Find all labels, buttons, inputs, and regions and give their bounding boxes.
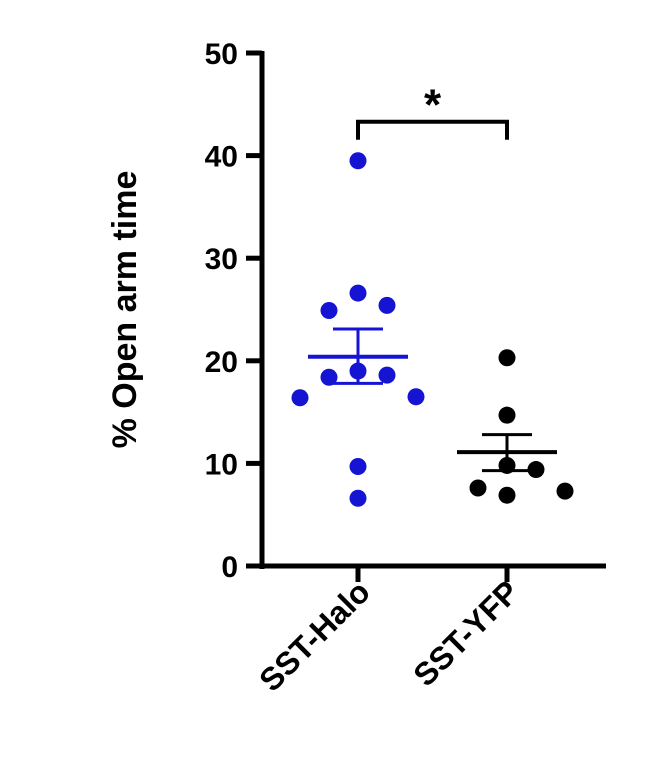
y-tick-label: 0 <box>221 551 238 584</box>
data-point <box>320 302 338 320</box>
significance-label: * <box>424 81 442 130</box>
data-point <box>349 152 367 170</box>
data-point <box>378 296 396 314</box>
significance-bracket <box>356 119 509 140</box>
data-point <box>498 486 516 504</box>
x-category-label: SST-Halo <box>252 573 377 698</box>
data-point <box>349 489 367 507</box>
data-point <box>469 479 487 497</box>
y-tick-label: 40 <box>205 141 238 174</box>
y-tick-label: 20 <box>205 346 238 379</box>
data-point <box>498 349 516 367</box>
data-point <box>378 366 396 384</box>
data-point <box>349 457 367 475</box>
y-tick-label: 50 <box>205 38 238 71</box>
data-point <box>407 388 425 406</box>
data-point <box>349 284 367 302</box>
y-tick-label: 10 <box>205 448 238 481</box>
y-axis-label: % Open arm time <box>106 171 144 449</box>
data-point <box>527 461 545 479</box>
data-point <box>320 368 338 386</box>
data-point <box>556 482 574 500</box>
x-category-label: SST-YFP <box>406 573 526 693</box>
labels: 0 10 20 30 40 50 SST-Halo SST-YFP % Open arm tim… <box>106 38 526 698</box>
axes <box>246 50 606 582</box>
y-tick-label: 30 <box>205 243 238 276</box>
data-point <box>498 406 516 424</box>
data-marks <box>291 119 574 507</box>
data-point <box>291 389 309 407</box>
